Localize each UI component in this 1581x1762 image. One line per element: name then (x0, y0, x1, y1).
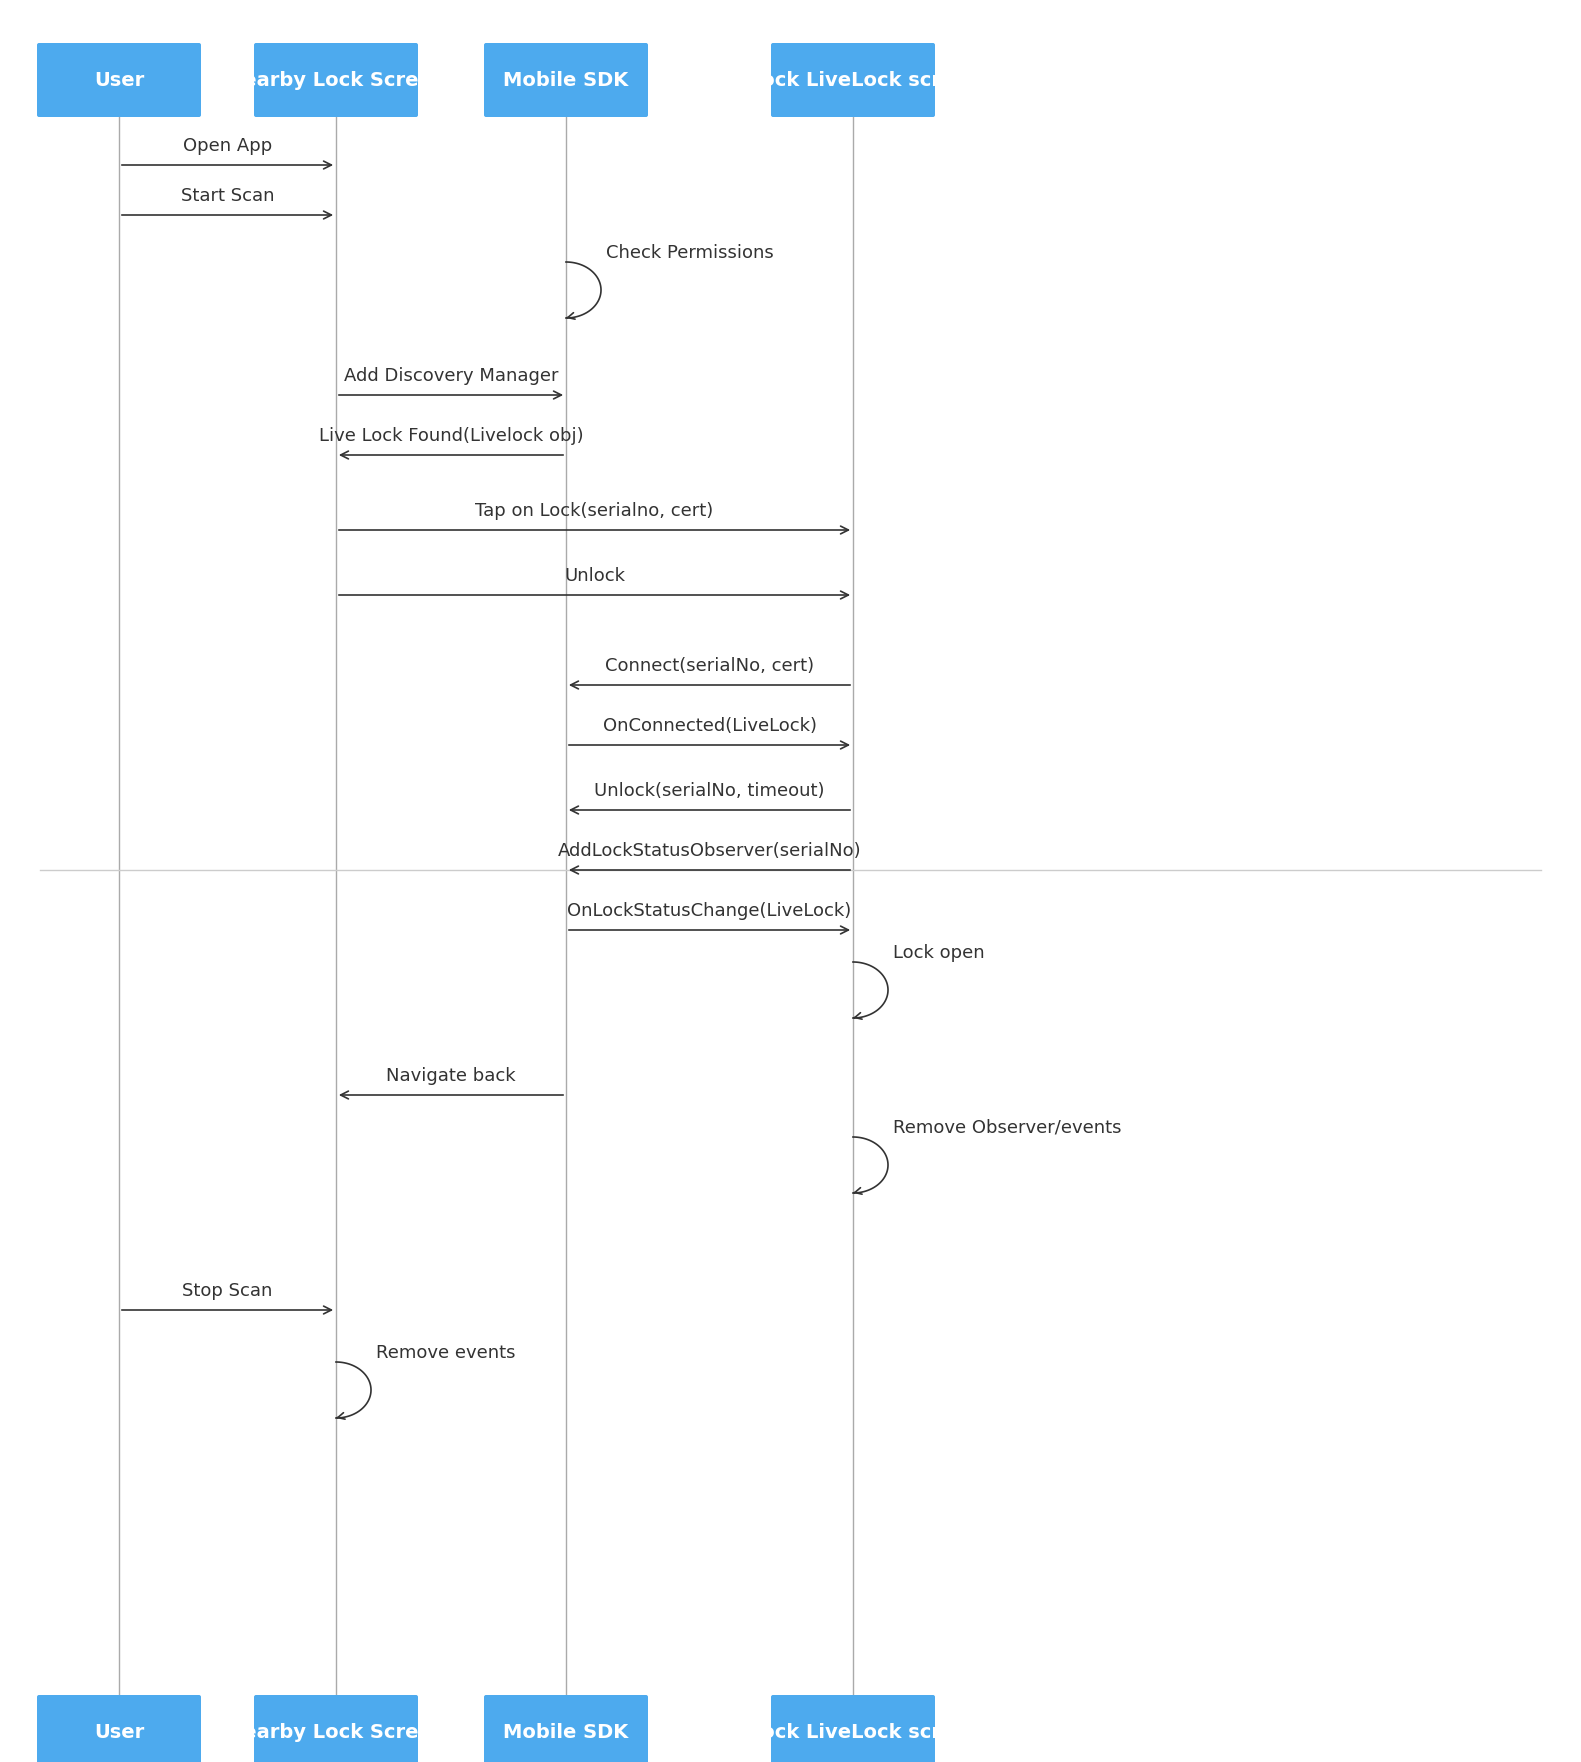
Text: Unlock LiveLock screen: Unlock LiveLock screen (724, 1723, 982, 1741)
Text: Mobile SDK: Mobile SDK (503, 70, 629, 90)
FancyBboxPatch shape (484, 42, 648, 116)
FancyBboxPatch shape (772, 1695, 934, 1762)
Text: OnLockStatusChange(LiveLock): OnLockStatusChange(LiveLock) (568, 902, 852, 920)
Text: Nearby Lock Screen: Nearby Lock Screen (226, 1723, 446, 1741)
FancyBboxPatch shape (772, 42, 934, 116)
Text: Live Lock Found(Livelock obj): Live Lock Found(Livelock obj) (319, 426, 583, 446)
Text: Add Discovery Manager: Add Discovery Manager (343, 366, 558, 386)
Text: Unlock(serialNo, timeout): Unlock(serialNo, timeout) (594, 782, 825, 800)
Text: Check Permissions: Check Permissions (606, 243, 773, 263)
Text: Mobile SDK: Mobile SDK (503, 1723, 629, 1741)
Text: Remove events: Remove events (376, 1344, 515, 1362)
FancyBboxPatch shape (255, 1695, 417, 1762)
Text: Nearby Lock Screen: Nearby Lock Screen (226, 70, 446, 90)
FancyBboxPatch shape (484, 1695, 648, 1762)
Text: Start Scan: Start Scan (180, 187, 274, 204)
Text: Remove Observer/events: Remove Observer/events (893, 1119, 1121, 1136)
Text: Connect(serialNo, cert): Connect(serialNo, cert) (606, 657, 814, 675)
Text: User: User (93, 1723, 144, 1741)
Text: User: User (93, 70, 144, 90)
Text: OnConnected(LiveLock): OnConnected(LiveLock) (602, 717, 816, 735)
Text: AddLockStatusObserver(serialNo): AddLockStatusObserver(serialNo) (558, 842, 862, 860)
Text: Open App: Open App (183, 137, 272, 155)
FancyBboxPatch shape (255, 42, 417, 116)
Text: Stop Scan: Stop Scan (182, 1283, 272, 1300)
FancyBboxPatch shape (36, 1695, 201, 1762)
Text: Navigate back: Navigate back (386, 1068, 515, 1085)
Text: Unlock LiveLock screen: Unlock LiveLock screen (724, 70, 982, 90)
Text: Unlock: Unlock (564, 567, 624, 585)
Text: Tap on Lock(serialno, cert): Tap on Lock(serialno, cert) (476, 502, 713, 520)
Text: Lock open: Lock open (893, 944, 985, 962)
FancyBboxPatch shape (36, 42, 201, 116)
